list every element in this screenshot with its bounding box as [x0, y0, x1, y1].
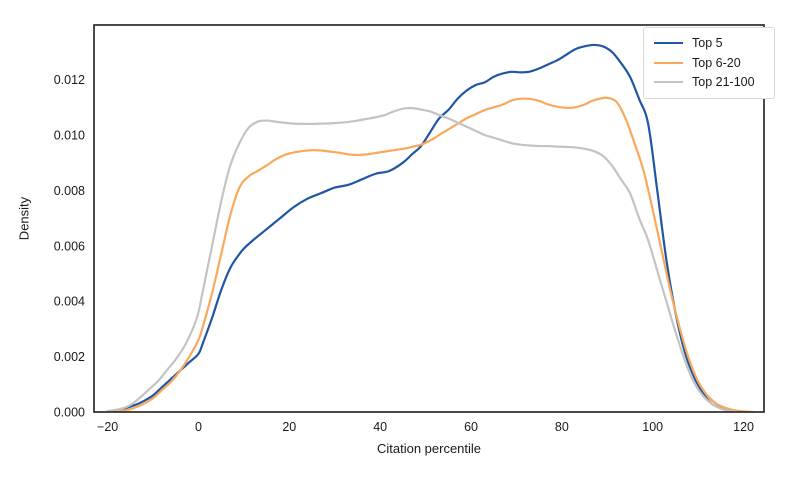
plot-border — [93, 24, 765, 413]
legend-line-swatch — [654, 81, 683, 84]
legend-line-swatch — [654, 61, 683, 64]
legend-item: Top 6-20 — [654, 55, 764, 70]
legend-line-swatch — [654, 42, 683, 45]
y-tick-label: 0.002 — [54, 350, 85, 364]
series-line-top-21-100 — [106, 106, 741, 412]
y-tick-label: 0.008 — [54, 184, 85, 198]
x-tick-label: −20 — [97, 420, 118, 434]
x-tick-label: 40 — [373, 420, 387, 434]
y-axis-title: Density — [16, 196, 32, 241]
legend-item-label: Top 21-100 — [692, 75, 755, 89]
y-tick-label: 0.004 — [54, 295, 85, 309]
x-axis-title: Citation percentile — [376, 441, 482, 456]
legend-item: Top 21-100 — [654, 76, 764, 89]
y-tick-label: 0.006 — [54, 239, 85, 253]
y-tick-label: 0.012 — [54, 73, 85, 87]
series-line-top-6-20 — [115, 96, 754, 412]
x-tick-label: 0 — [195, 420, 202, 434]
series-line-top-5 — [106, 43, 750, 412]
x-tick-label: 80 — [555, 420, 569, 434]
legend-item-label: Top 5 — [692, 36, 723, 50]
y-tick-label: 0.010 — [54, 128, 85, 142]
legend-item: Top 5 — [654, 37, 764, 50]
legend-item-label: Top 6-20 — [692, 55, 741, 70]
x-tick-label: 100 — [642, 420, 663, 434]
legend: Top 5 Top 6-20 Top 21-100 — [643, 27, 775, 99]
y-tick-label: 0.000 — [54, 406, 85, 420]
x-tick-label: 20 — [282, 420, 296, 434]
x-tick-label: 60 — [464, 420, 478, 434]
x-tick-label: 120 — [733, 420, 754, 434]
